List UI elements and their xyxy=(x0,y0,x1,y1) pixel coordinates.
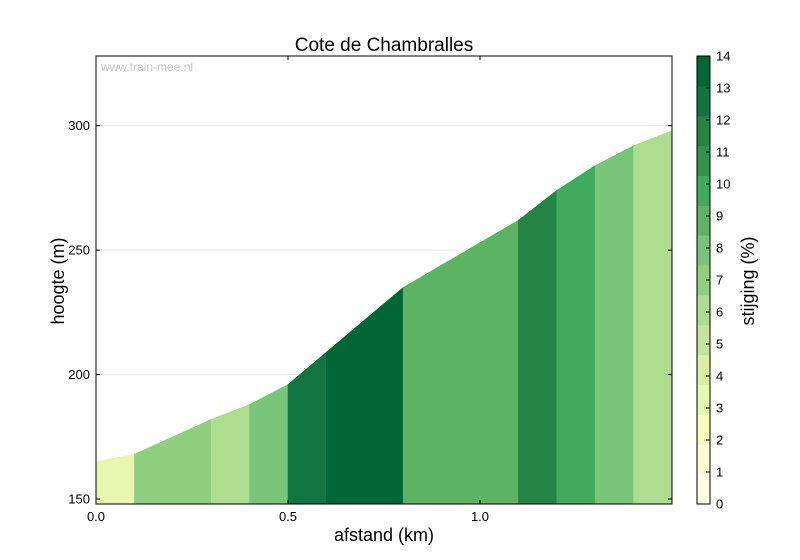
colorbar-tick-label: 8 xyxy=(716,241,723,256)
x-axis-label: afstand (km) xyxy=(334,525,434,545)
colorbar-tick-label: 1 xyxy=(716,465,723,480)
colorbar-tick-label: 12 xyxy=(716,113,730,128)
colorbar-swatch xyxy=(697,384,710,415)
colorbar-swatch xyxy=(697,444,710,475)
chart-title: Cote de Chambralles xyxy=(295,35,473,56)
colorbar-tick-label: 5 xyxy=(716,337,723,352)
colorbar-swatch xyxy=(697,85,710,117)
colorbar-swatch xyxy=(697,145,710,176)
colorbar-tick-label: 10 xyxy=(716,177,730,192)
elevation-segment xyxy=(249,384,289,505)
elevation-segment xyxy=(95,453,135,505)
colorbar-swatch xyxy=(697,324,710,356)
elevation-segment xyxy=(633,130,673,505)
elevation-segment xyxy=(210,404,250,505)
plot-area: 0.0 0.5 1.0 150 200 250 300 www.train-mee.nl xyxy=(68,55,673,524)
colorbar-tick-label: 2 xyxy=(716,433,723,448)
colorbar-tick-label: 0 xyxy=(716,497,723,512)
colorbar-swatch xyxy=(697,205,710,236)
colorbar-swatch xyxy=(697,414,710,445)
y-axis-label: hoogte (m) xyxy=(48,237,68,324)
colorbar-label: stijging (%) xyxy=(738,236,758,325)
colorbar-swatch xyxy=(697,235,710,266)
elevation-segment xyxy=(479,219,519,505)
elevation-segment xyxy=(364,286,404,505)
x-tick-label: 1.0 xyxy=(471,509,489,524)
colorbar-tick-label: 7 xyxy=(716,273,723,288)
watermark: www.train-mee.nl xyxy=(100,60,193,74)
elevation-segment xyxy=(402,264,442,505)
colorbar-tick-label: 3 xyxy=(716,401,723,416)
colorbar-tick-label: 11 xyxy=(716,145,730,160)
y-tick-label: 200 xyxy=(68,367,90,382)
colorbar-swatch xyxy=(697,354,710,386)
elevation-segment xyxy=(441,242,481,505)
elevation-segment xyxy=(556,164,596,505)
plot-frame xyxy=(95,55,673,505)
x-tick-label: 0.5 xyxy=(279,509,297,524)
colorbar-tick-label: 13 xyxy=(716,81,730,96)
colorbar-swatch xyxy=(697,474,710,505)
elevation-segment xyxy=(518,189,558,505)
elevation-segment xyxy=(326,319,366,505)
colorbar-swatch xyxy=(697,115,710,147)
colorbar-swatch xyxy=(697,265,710,296)
colorbar-tick-label: 6 xyxy=(716,305,723,320)
colorbar-swatch xyxy=(697,294,710,326)
y-tick-label: 250 xyxy=(68,243,90,258)
elevation-segment xyxy=(594,145,634,505)
colorbar-tick-label: 9 xyxy=(716,209,723,224)
x-tick-label: 0.0 xyxy=(87,509,105,524)
y-tick-label: 150 xyxy=(68,492,90,507)
colorbar-tick-label: 4 xyxy=(716,369,723,384)
colorbar-swatch xyxy=(697,175,710,206)
colorbar-swatch xyxy=(697,56,710,87)
colorbar-tick-label: 14 xyxy=(716,49,730,64)
y-tick-label: 300 xyxy=(68,118,90,133)
